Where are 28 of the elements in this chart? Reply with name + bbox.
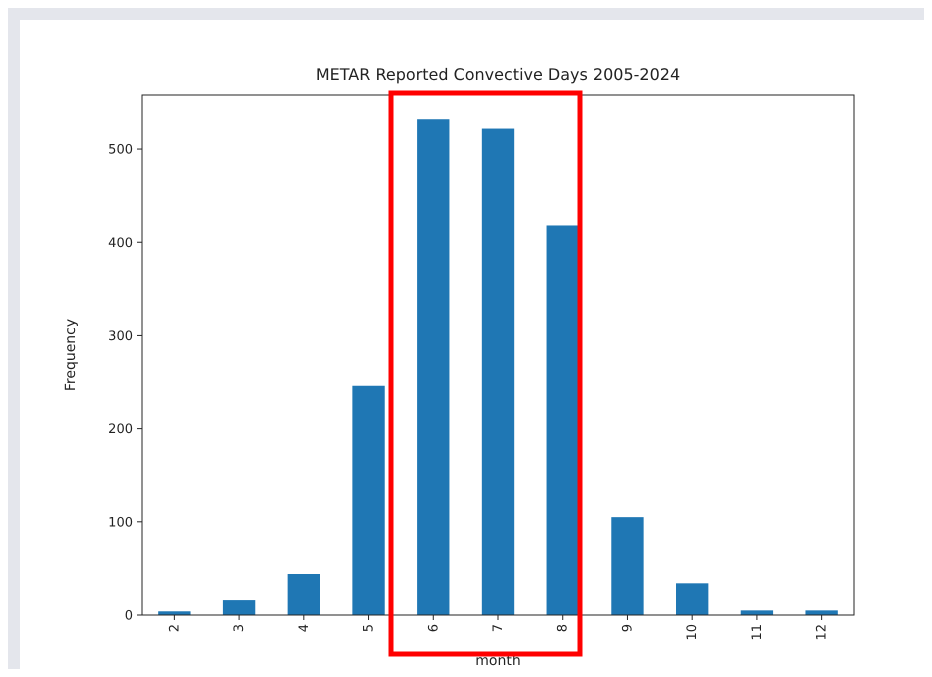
x-tick-label: 7 [491, 624, 506, 632]
y-tick-label: 400 [108, 236, 133, 251]
bar [288, 574, 320, 615]
chart-title: METAR Reported Convective Days 2005-2024 [316, 65, 680, 84]
bar [482, 128, 514, 615]
x-tick-label: 10 [685, 624, 700, 641]
y-tick-label: 100 [108, 515, 133, 530]
x-tick-label: 6 [426, 624, 442, 632]
x-tick-label: 4 [296, 624, 312, 632]
bar [352, 386, 385, 615]
x-tick-label: 12 [814, 624, 830, 641]
y-axis-title: Frequency [63, 318, 79, 392]
y-tick-label: 200 [108, 422, 133, 438]
bar [611, 517, 644, 615]
x-tick-label: 2 [167, 624, 182, 632]
bar [546, 225, 579, 615]
bar [222, 600, 256, 615]
x-tick-label: 3 [232, 624, 248, 632]
x-tick-label: 9 [620, 624, 636, 632]
x-axis-title: month [475, 653, 521, 669]
x-tick-label: 8 [556, 624, 571, 632]
x-tick-label: 5 [362, 624, 377, 632]
y-tick-label: 300 [108, 328, 133, 344]
y-tick-label: 0 [124, 608, 133, 624]
x-tick-label: 11 [750, 624, 765, 641]
y-tick-label: 500 [108, 142, 133, 158]
bar [676, 583, 708, 615]
bar [417, 119, 450, 615]
